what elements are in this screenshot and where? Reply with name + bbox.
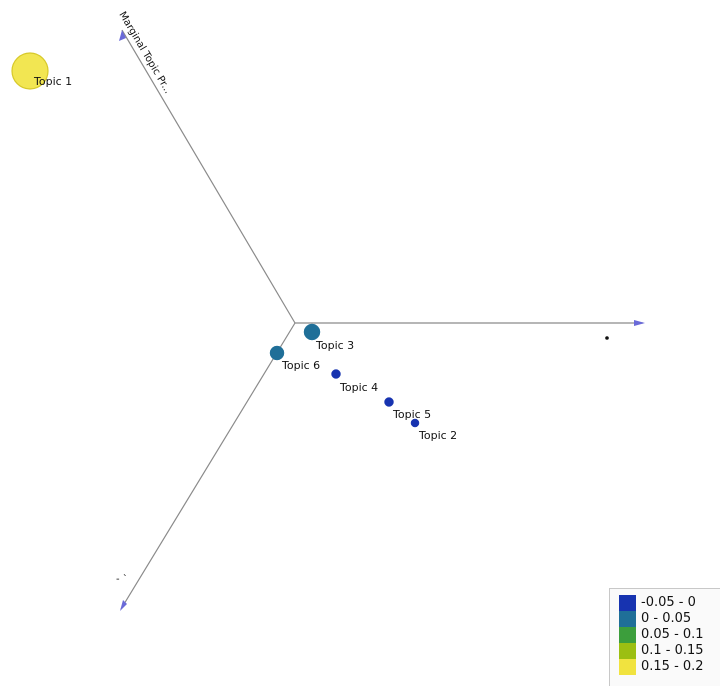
legend-entry: -0.05 - 0 <box>619 595 720 611</box>
third-axis-arrow <box>120 600 127 611</box>
topic-points: Topic 1 Topic 3 Topic 6 Topic 4 Topic 5 Topic… <box>11 52 457 442</box>
topic-point <box>11 52 49 90</box>
topic-label: Topic 3 <box>315 339 354 352</box>
third-axis-label: - ` <box>116 573 128 585</box>
topic-label: Topic 5 <box>392 408 431 421</box>
vertical-axis-label: Marginal Topic Pr... <box>116 10 173 96</box>
topic-label: Topic 1 <box>33 75 72 88</box>
topic-point <box>331 369 341 379</box>
legend-swatch <box>619 611 636 627</box>
topic-point <box>384 397 394 407</box>
legend-label: 0.1 - 0.15 <box>641 643 704 658</box>
legend-label: 0.15 - 0.2 <box>641 659 704 674</box>
legend-swatch <box>619 659 636 675</box>
third-axis-line <box>120 322 296 610</box>
legend-swatch <box>619 627 636 643</box>
topic-point <box>303 323 321 341</box>
topic-label: Topic 6 <box>281 359 320 372</box>
legend-label: 0 - 0.05 <box>641 611 692 626</box>
topic-label: Topic 2 <box>418 429 457 442</box>
topic-label: Topic 4 <box>339 381 378 394</box>
vertical-axis-line <box>121 29 296 324</box>
legend-swatch <box>619 643 636 659</box>
topic-point <box>410 418 420 428</box>
legend-entry: 0.1 - 0.15 <box>619 643 720 659</box>
vertical-axis-arrow <box>119 30 126 41</box>
legend-entry: 0.15 - 0.2 <box>619 659 720 675</box>
topic-point <box>269 345 285 361</box>
legend-label: 0.05 - 0.1 <box>641 627 704 642</box>
horizontal-axis-marker <box>605 336 609 340</box>
horizontal-axis-arrow <box>634 320 645 326</box>
legend-swatch <box>619 595 636 611</box>
legend-label: -0.05 - 0 <box>641 595 696 610</box>
legend-entry: 0.05 - 0.1 <box>619 627 720 643</box>
legend-entry: 0 - 0.05 <box>619 611 720 627</box>
